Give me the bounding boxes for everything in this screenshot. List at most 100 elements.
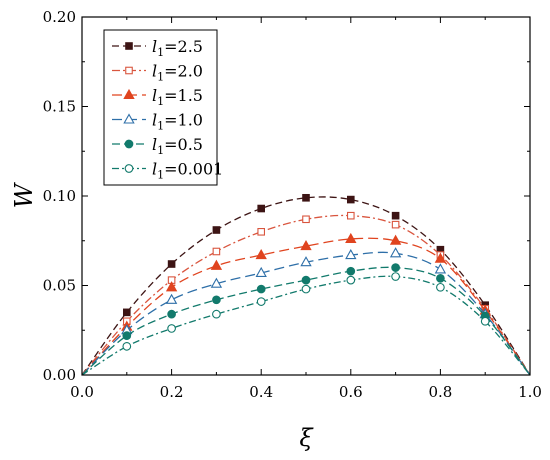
data-point xyxy=(122,342,132,351)
y-tick-label: 0.15 xyxy=(43,98,76,116)
data-point xyxy=(346,266,356,276)
data-point xyxy=(389,234,402,245)
x-tick-label: 0.8 xyxy=(428,383,452,401)
legend-value: 1.0 xyxy=(178,111,203,130)
data-point xyxy=(210,259,223,270)
legend-marker xyxy=(123,113,135,124)
data-point xyxy=(212,247,221,256)
data-point xyxy=(300,256,312,267)
data-point xyxy=(212,226,221,234)
data-point xyxy=(302,193,310,202)
data-point xyxy=(391,220,400,229)
data-point xyxy=(256,284,266,294)
legend-label: l1=0.5 xyxy=(152,135,203,157)
y-axis-title: W xyxy=(10,181,38,208)
series-line-3 xyxy=(81,251,531,376)
data-point xyxy=(165,281,178,292)
legend-label: l1=2.0 xyxy=(152,62,203,84)
legend-subscript: 1 xyxy=(157,169,164,182)
series-4 xyxy=(81,263,531,376)
data-point xyxy=(434,263,447,274)
y-tick-label: 0.20 xyxy=(43,8,76,26)
legend-symbol: l xyxy=(152,160,157,179)
x-tick-label: 0.4 xyxy=(249,383,273,401)
data-point xyxy=(300,239,312,251)
series-2 xyxy=(81,232,531,376)
legend-subscript: 1 xyxy=(157,46,164,59)
data-point xyxy=(255,266,267,278)
legend-label: l1=0.001 xyxy=(152,160,223,182)
legend: l1=2.5l1=2.0l1=1.5l1=1.0l1=0.5l1=0.001 xyxy=(103,29,223,186)
data-point xyxy=(167,324,176,333)
legend-label: l1=2.5 xyxy=(152,37,203,59)
data-point xyxy=(345,232,357,244)
data-point xyxy=(123,308,131,317)
data-point xyxy=(391,263,400,272)
legend-symbol: l xyxy=(152,135,157,154)
data-point xyxy=(257,204,266,213)
legend-marker xyxy=(124,164,134,173)
legend-symbol: l xyxy=(152,86,157,105)
legend-label: l1=1.0 xyxy=(152,111,203,133)
x-tick-label: 0.0 xyxy=(70,383,94,401)
x-tick-label: 1.0 xyxy=(518,383,542,401)
legend-entry: l1=1.0 xyxy=(112,111,203,133)
legend-symbol: l xyxy=(152,111,157,130)
series-5 xyxy=(81,272,531,376)
data-point xyxy=(167,309,176,319)
legend-equals: = xyxy=(164,111,177,130)
legend-value: 2.5 xyxy=(178,37,203,56)
data-point xyxy=(255,248,267,260)
series-layer xyxy=(81,193,531,376)
data-point xyxy=(345,248,357,260)
data-point xyxy=(346,195,355,204)
legend-subscript: 1 xyxy=(157,144,164,157)
data-point xyxy=(210,277,223,288)
legend-symbol: l xyxy=(152,37,157,56)
legend-value: 0.5 xyxy=(178,135,203,154)
legend-subscript: 1 xyxy=(157,120,164,133)
y-tick-label: 0.10 xyxy=(43,187,76,205)
data-point xyxy=(302,215,310,224)
legend-entry: l1=0.001 xyxy=(112,160,223,182)
legend-value: 1.5 xyxy=(178,86,203,105)
legend-marker xyxy=(124,139,134,149)
legend-marker xyxy=(123,88,135,100)
data-point xyxy=(301,284,311,294)
data-point xyxy=(346,211,355,220)
legend-symbol: l xyxy=(152,62,157,81)
data-point xyxy=(434,252,447,263)
legend-entry: l1=2.5 xyxy=(112,37,203,59)
legend-equals: = xyxy=(164,62,177,81)
legend-label: l1=1.5 xyxy=(152,86,203,108)
data-point xyxy=(167,260,176,268)
data-point xyxy=(480,316,490,326)
series-line-4 xyxy=(81,266,531,376)
legend-subscript: 1 xyxy=(157,95,164,108)
data-point xyxy=(212,309,221,319)
data-point xyxy=(212,295,221,305)
legend-marker xyxy=(125,42,133,50)
legend-entry: l1=1.5 xyxy=(112,86,203,108)
y-tick-label: 0.00 xyxy=(43,366,76,384)
data-point xyxy=(346,275,356,285)
legend-marker xyxy=(125,66,133,75)
x-tick-label: 0.6 xyxy=(339,383,363,401)
legend-subscript: 1 xyxy=(157,71,164,84)
legend-value: 2.0 xyxy=(178,62,203,81)
data-point xyxy=(389,247,402,258)
series-line-2 xyxy=(81,237,531,376)
legend-equals: = xyxy=(164,37,177,56)
series-3 xyxy=(81,247,531,376)
legend-value: 0.001 xyxy=(178,160,224,179)
data-point xyxy=(301,275,311,285)
legend-equals: = xyxy=(164,160,177,179)
series-line-1 xyxy=(81,214,531,376)
legend-box xyxy=(103,29,218,186)
x-tick-label: 0.2 xyxy=(160,383,184,401)
axes-layer: 0.0 0.2 0.4 0.6 0.8 1.0 0.00 0.05 0.10 0.15 0.20 xyxy=(43,8,542,401)
data-point xyxy=(256,297,266,306)
legend-entry: l1=2.0 xyxy=(112,62,203,84)
y-tick-label: 0.05 xyxy=(43,277,76,295)
